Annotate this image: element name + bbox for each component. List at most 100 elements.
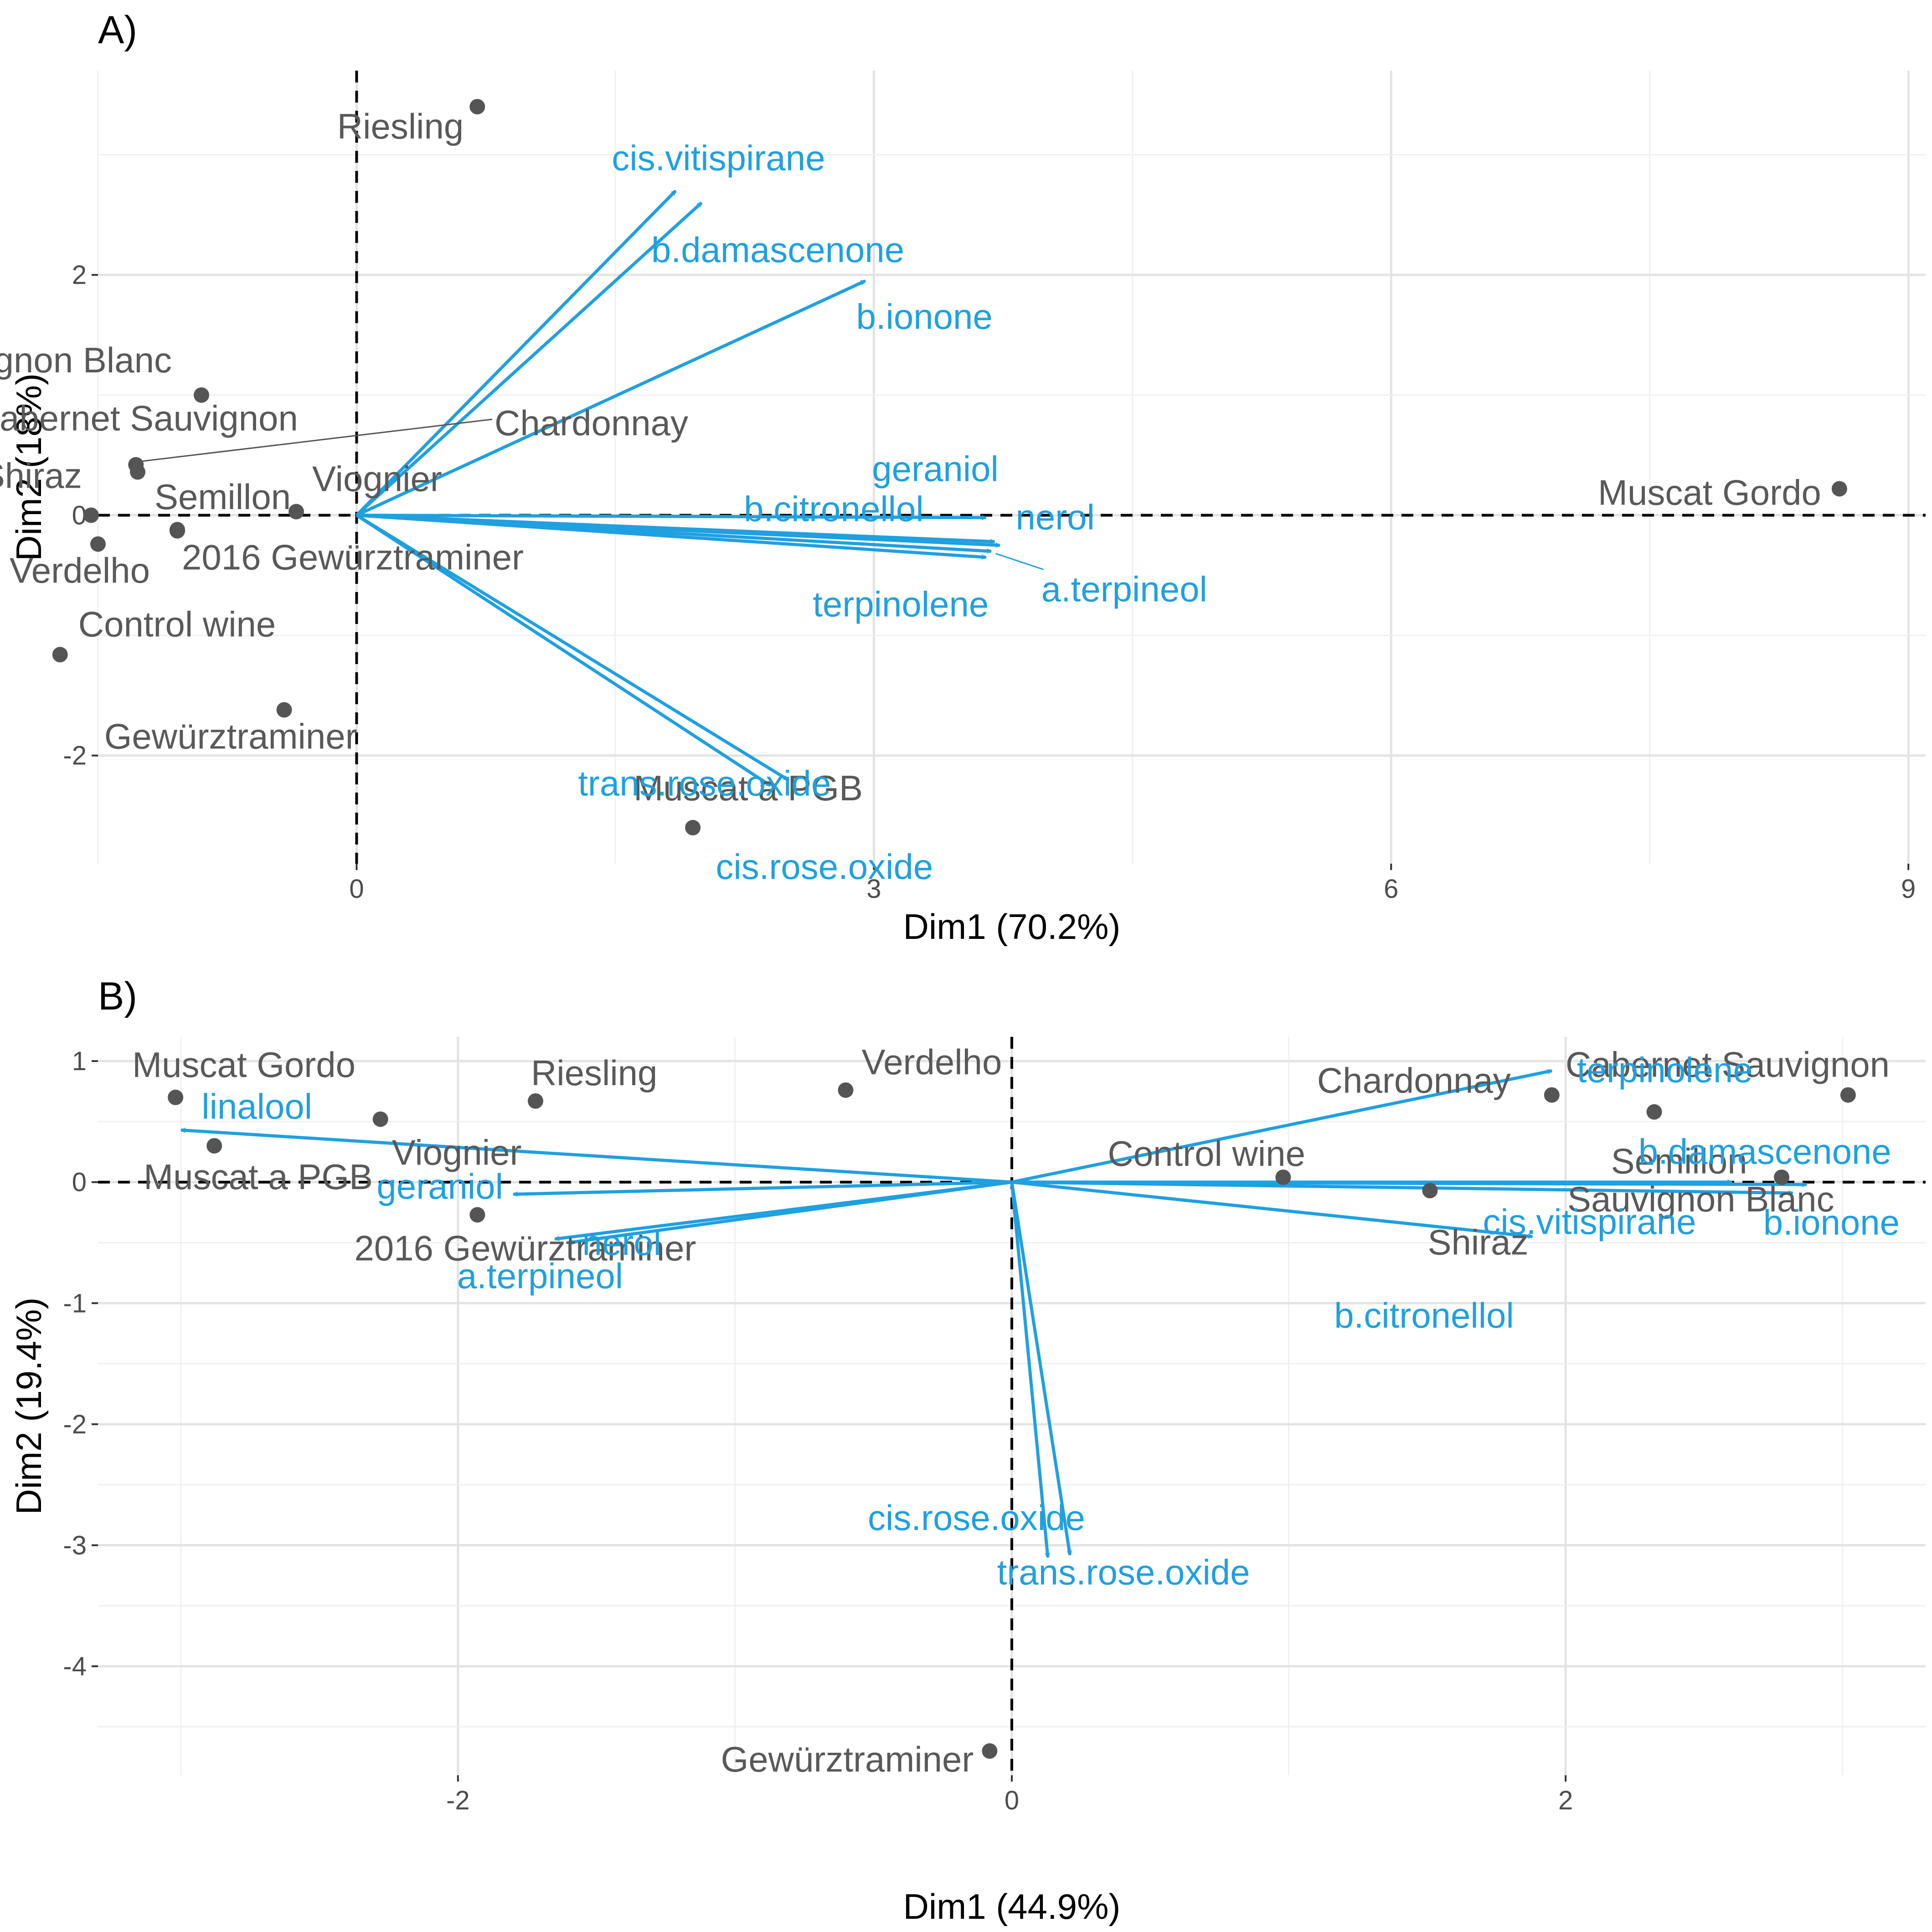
variable-label-nerol: nerol [1016,497,1095,537]
x-axis-title: Dim1 (70.2%) [903,907,1121,947]
arrow-cis-rose-oxide [1010,1182,1048,1557]
y-axis-title: Dim2 (19.4%) [9,1298,49,1515]
panel-label: A) [98,8,137,52]
point-label-viognier: Viognier [312,459,442,499]
variable-label-cis-vitispirane: cis.vitispirane [1483,1202,1696,1242]
variable-label-b-ionone: b.ionone [1763,1202,1900,1242]
variable-label-trans-rose-oxide: trans.rose.oxide [997,1552,1250,1592]
point-label-sauvignon-blanc: Sauvignon Blanc [0,340,172,380]
variable-label-b-damascenone: b.damascenone [1638,1132,1891,1172]
point-shiraz [1422,1183,1438,1199]
arrow-a-terpineol [569,1180,1012,1243]
variable-label-a-terpineol: a.terpineol [1041,569,1207,609]
variable-label-a-terpineol: a.terpineol [457,1256,623,1296]
y-tick-label: 0 [72,1168,87,1197]
point-verdelho [90,536,106,552]
arrow-trans-rose-oxide [355,514,788,781]
variable-label-b-citronellol: b.citronellol [1334,1295,1514,1335]
point-chardonnay [130,464,146,480]
y-tick-label: 2 [72,260,87,290]
y-tick-label: -4 [63,1652,87,1681]
x-tick-label: 0 [1005,1786,1019,1815]
x-tick-label: 3 [866,874,881,904]
arrow-geraniol [513,1180,1012,1195]
arrow-cis-rose-oxide [355,514,770,787]
point-riesling [527,1093,543,1109]
point-riesling [469,99,485,115]
point-2016-gewurztraminer [170,523,185,539]
variable-label-terpinolene: terpinolene [813,584,989,624]
point-verdelho [838,1082,854,1098]
y-tick-label: -2 [63,741,87,771]
point-cabernet-sauvignon [1840,1087,1856,1103]
y-tick-label: -1 [63,1288,87,1318]
point-label-semillon: Semillon [155,477,291,517]
arrow-cis-vitispirane [1011,1180,1793,1193]
arrow-b-damascenone [355,201,703,517]
point-label-cabernet-sauvignon: Cabernet Sauvignon [0,398,298,438]
point-label-chardonnay: Chardonnay [1317,1060,1511,1100]
point-control-wine [52,647,68,663]
point-label-viognier: Viognier [392,1133,522,1173]
point-label-muscat-gordo: Muscat Gordo [1598,472,1821,512]
arrow-terpinolene [1011,1071,1552,1184]
variable-leader-line [995,553,1044,570]
point-label-semillon: Semillon [1611,1141,1747,1181]
x-tick-label: 6 [1384,874,1398,904]
panel-label: B) [98,974,137,1018]
point-label-verdelho: Verdelho [10,551,150,591]
variable-label-cis-rose-oxide: cis.rose.oxide [868,1498,1085,1538]
arrow-b-ionone [355,279,865,517]
point-label-sauvignon-blanc: Sauvignon Blanc [1567,1179,1834,1219]
variable-label-geraniol: geraniol [872,449,999,489]
y-tick-label: 1 [72,1046,87,1076]
x-tick-label: -2 [446,1786,470,1815]
arrow-cis-vitispirane [355,190,677,516]
variable-label-cis-vitispirane: cis.vitispirane [612,138,825,178]
arrow-geraniol [356,513,986,517]
point-label-verdelho: Verdelho [861,1042,1002,1082]
arrow-trans-rose-oxide [1010,1182,1070,1555]
point-label-control-wine: Control wine [1108,1133,1305,1174]
point-sauvignon-blanc [1774,1170,1790,1185]
point-label-cabernet-sauvignon: Cabernet Sauvignon [1566,1044,1890,1084]
x-tick-label: 2 [1558,1786,1573,1815]
point-label-control-wine: Control wine [78,604,276,644]
point-label-muscat-a-pgb: Muscat a PGB [634,768,863,808]
point-label-chardonnay: Chardonnay [495,403,688,443]
point-muscat-gordo [1831,481,1847,497]
point-gewurztraminer [276,702,292,718]
variable-label-terpinolene: terpinolene [1577,1050,1753,1090]
point-muscat-a-pgb [206,1138,222,1154]
point-gewurztraminer [982,1743,998,1759]
point-muscat-a-pgb [685,819,701,835]
y-axis-title: Dim2 (18%) [9,373,49,561]
variable-label-nerol: nerol [582,1223,661,1263]
variable-label-geraniol: geraniol [376,1166,503,1206]
point-semillon [1646,1104,1662,1120]
point-muscat-gordo [168,1089,184,1105]
x-tick-label: 0 [349,874,364,904]
y-tick-label: -3 [63,1530,87,1560]
point-control-wine [1275,1170,1291,1185]
point-label-2016-gewurztraminer: 2016 Gewürztraminer [182,537,524,577]
x-axis-title: Dim1 (44.9%) [903,1886,1121,1927]
point-label-2016-gewurztraminer: 2016 Gewürztraminer [354,1228,696,1268]
variable-label-cis-rose-oxide: cis.rose.oxide [716,847,933,887]
point-label-muscat-gordo: Muscat Gordo [132,1045,355,1085]
point-label-muscat-a-pgb: Muscat a PGB [144,1157,373,1197]
x-tick-label: 9 [1901,874,1916,904]
point-label-gewurztraminer: Gewürztraminer [721,1739,974,1779]
variable-label-b-ionone: b.ionone [856,296,992,336]
arrow-terpinolene [356,513,986,557]
y-tick-label: -2 [63,1410,87,1439]
variable-label-trans-rose-oxide: trans.rose.oxide [578,763,831,803]
point-label-shiraz: Shiraz [1427,1222,1528,1262]
point-viognier [289,504,304,520]
point-sauvignon-blanc [193,387,209,403]
point-label-riesling: Riesling [531,1053,657,1093]
variable-label-b-citronellol: b.citronellol [744,489,924,529]
label-leader-line [143,418,493,462]
